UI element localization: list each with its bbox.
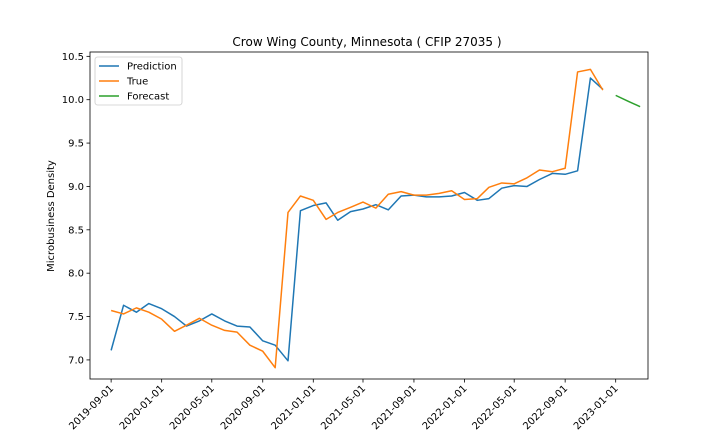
x-tick-label: 2020-09-01 bbox=[219, 383, 268, 432]
x-tick-label: 2020-05-01 bbox=[168, 383, 217, 432]
legend-label: Prediction bbox=[127, 62, 177, 73]
y-tick-label: 10.5 bbox=[62, 52, 84, 63]
plot-frame bbox=[89, 51, 649, 380]
x-tick-label: 2023-01-01 bbox=[572, 383, 621, 432]
plot-background bbox=[90, 52, 648, 379]
y-axis: 7.0 7.5 8.0 8.5 9.0 9.5 10.0 10.5 bbox=[62, 52, 90, 366]
y-axis-label: Microbusiness Density bbox=[46, 160, 57, 272]
x-tick-label: 2021-01-01 bbox=[270, 383, 319, 432]
series-line-forecast bbox=[615, 94, 641, 108]
legend: Prediction True Forecast bbox=[94, 56, 183, 106]
x-tick-label: 2020-01-01 bbox=[118, 383, 167, 432]
legend-box bbox=[94, 56, 183, 106]
chart-title: Crow Wing County, Minnesota ( CFIP 27035… bbox=[232, 35, 501, 49]
y-tick-label: 7.0 bbox=[68, 355, 84, 366]
series-line-true bbox=[110, 68, 604, 369]
y-tick-label: 9.5 bbox=[68, 139, 84, 150]
x-tick-label: 2021-09-01 bbox=[370, 383, 419, 432]
x-tick-label: 2022-05-01 bbox=[470, 383, 519, 432]
x-tick-label: 2019-09-01 bbox=[67, 383, 116, 432]
series-line-prediction bbox=[110, 77, 604, 362]
y-tick-label: 9.0 bbox=[68, 182, 84, 193]
legend-label: True bbox=[126, 77, 148, 88]
series-lines bbox=[110, 68, 641, 369]
y-tick-label: 8.5 bbox=[68, 225, 84, 236]
x-tick-label: 2021-05-01 bbox=[319, 383, 368, 432]
legend-label: Forecast bbox=[127, 92, 169, 103]
y-tick-label: 7.5 bbox=[68, 312, 84, 323]
x-axis: 2019-09-01 2020-01-01 2020-05-01 2020-09-01… bbox=[67, 379, 621, 432]
x-tick-label: 2022-01-01 bbox=[421, 383, 470, 432]
y-tick-label: 8.0 bbox=[68, 269, 84, 280]
y-tick-label: 10.0 bbox=[62, 95, 84, 106]
x-tick-label: 2022-09-01 bbox=[521, 383, 570, 432]
